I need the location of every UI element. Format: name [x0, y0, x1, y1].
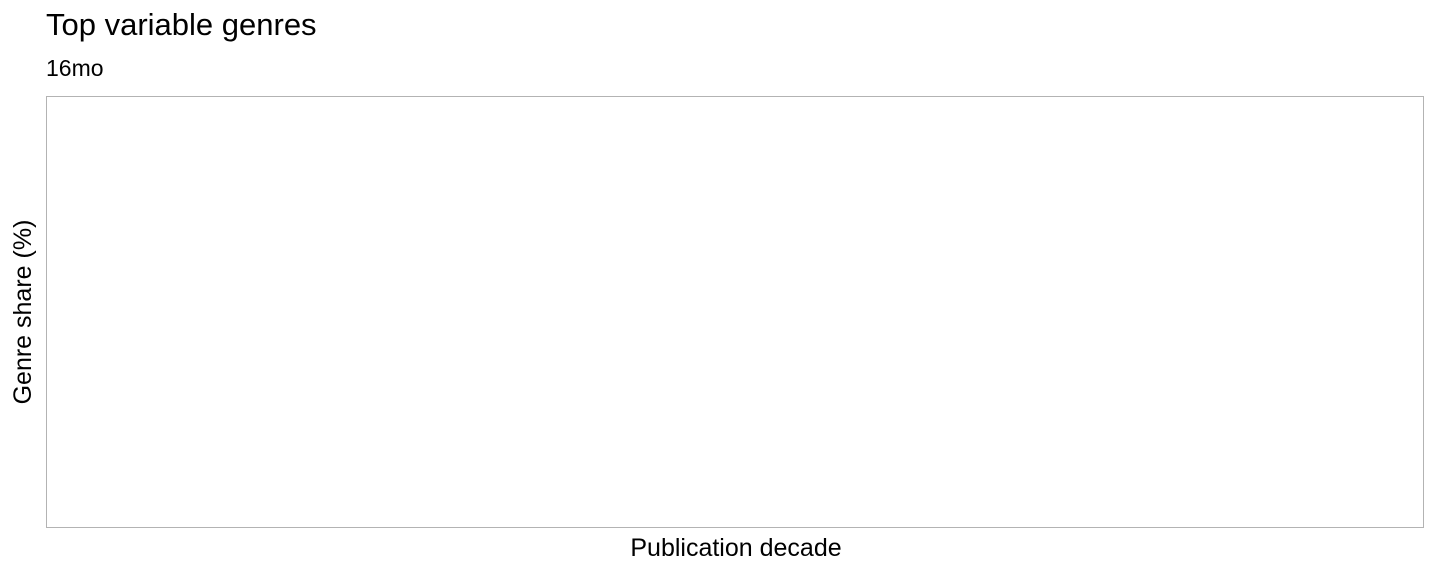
x-axis-title: Publication decade	[630, 534, 842, 562]
plot-area	[47, 97, 1423, 527]
chart-subtitle: 16mo	[46, 55, 104, 81]
chart-title: Top variable genres	[46, 7, 317, 42]
y-axis-title: Genre share (%)	[9, 219, 37, 405]
plot-panel	[46, 96, 1424, 528]
